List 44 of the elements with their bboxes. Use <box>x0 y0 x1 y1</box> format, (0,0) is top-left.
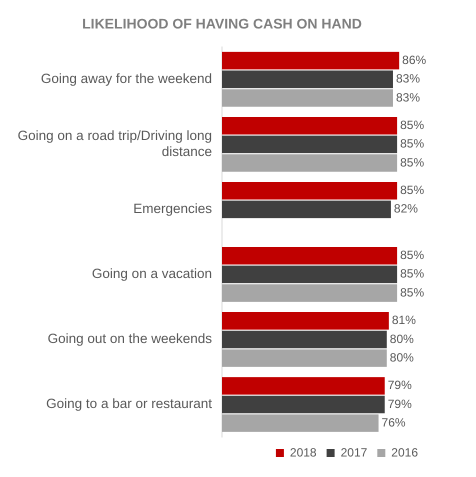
data-label: 82% <box>394 202 418 216</box>
y-tick-label: Going away for the weekend <box>40 71 212 86</box>
bar <box>222 154 398 172</box>
bar <box>222 182 398 200</box>
bar <box>222 247 398 265</box>
bar <box>222 89 393 107</box>
data-label: 85% <box>400 266 424 281</box>
chart-title: LIKELIHOOD OF HAVING CASH ON HAND <box>82 15 362 32</box>
data-label: 85% <box>400 248 424 262</box>
bar <box>222 284 398 302</box>
bar <box>222 136 398 154</box>
bar <box>222 266 398 284</box>
data-label: 86% <box>402 52 427 67</box>
data-label: 80% <box>390 350 414 364</box>
bar <box>222 377 385 395</box>
data-label: 85% <box>400 285 424 300</box>
bar <box>222 396 385 414</box>
y-tick-label: Emergencies <box>133 201 212 216</box>
bar <box>222 349 387 367</box>
data-label: 79% <box>388 378 412 392</box>
bar <box>222 330 387 348</box>
data-label: 85% <box>400 155 424 170</box>
data-label: 83% <box>396 72 420 86</box>
data-label: 83% <box>396 90 420 104</box>
bar <box>222 312 389 330</box>
legend-label: 2016 <box>391 445 418 460</box>
y-tick-label: Going to a bar or restaurant <box>46 396 212 412</box>
y-tick-label: Going on a road trip/Driving long distance <box>18 128 212 160</box>
bar <box>222 414 379 432</box>
legend-label: 2018 <box>290 445 317 460</box>
bar <box>222 116 398 134</box>
data-label: 85% <box>400 183 424 198</box>
legend-label: 2017 <box>340 445 368 460</box>
data-label: 80% <box>390 332 414 346</box>
data-label: 85% <box>400 136 424 151</box>
bar <box>222 200 391 218</box>
data-label: 81% <box>392 313 416 328</box>
bar <box>222 52 400 70</box>
data-label: 85% <box>400 118 424 132</box>
data-label: 76% <box>382 415 406 430</box>
y-tick-label: Going out on the weekends <box>48 331 212 346</box>
bar <box>222 70 393 88</box>
data-label: 79% <box>388 396 412 411</box>
y-tick-label: Going on a vacation <box>92 266 212 282</box>
